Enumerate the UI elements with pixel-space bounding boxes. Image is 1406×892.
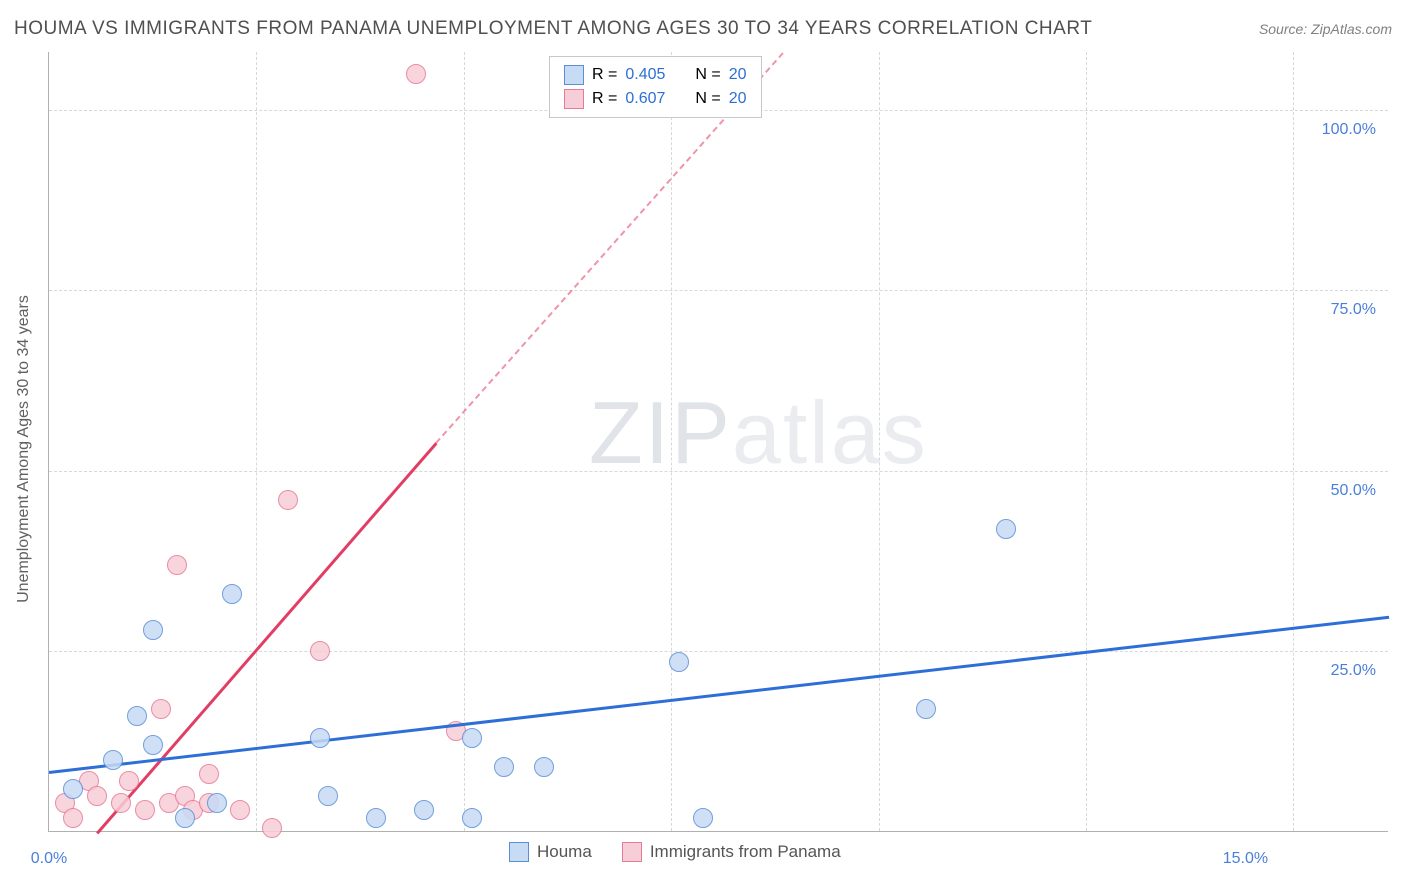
data-point <box>143 735 163 755</box>
gridline-v <box>879 52 880 831</box>
r-value: 0.405 <box>625 66 665 84</box>
stats-legend-row: R = 0.607 N = 20 <box>564 87 747 111</box>
data-point <box>111 793 131 813</box>
stats-legend: R = 0.405 N = 20 R = 0.607 N = 20 <box>549 56 762 118</box>
n-value: 20 <box>729 90 747 108</box>
data-point <box>167 555 187 575</box>
gridline-h <box>49 651 1388 652</box>
data-point <box>63 808 83 828</box>
source-label: Source: ZipAtlas.com <box>1259 21 1392 37</box>
r-label: R = <box>592 66 617 84</box>
plot-area: ZIPatlas 25.0%50.0%75.0%100.0%0.0%15.0%R… <box>48 52 1388 832</box>
data-point <box>222 584 242 604</box>
data-point <box>63 779 83 799</box>
data-point <box>151 699 171 719</box>
data-point <box>693 808 713 828</box>
gridline-v <box>464 52 465 831</box>
data-point <box>199 764 219 784</box>
y-tick-label: 75.0% <box>1331 301 1376 319</box>
data-point <box>143 620 163 640</box>
data-point <box>310 728 330 748</box>
data-point <box>207 793 227 813</box>
stats-legend-row: R = 0.405 N = 20 <box>564 63 747 87</box>
data-point <box>414 800 434 820</box>
data-point <box>406 64 426 84</box>
data-point <box>262 818 282 838</box>
legend-swatch <box>564 89 584 109</box>
y-tick-label: 100.0% <box>1322 121 1376 139</box>
data-point <box>127 706 147 726</box>
series-legend: Houma Immigrants from Panama <box>509 840 841 864</box>
n-label: N = <box>695 66 720 84</box>
data-point <box>494 757 514 777</box>
data-point <box>278 490 298 510</box>
data-point <box>103 750 123 770</box>
gridline-h <box>49 471 1388 472</box>
data-point <box>462 808 482 828</box>
gridline-v <box>1086 52 1087 831</box>
data-point <box>462 728 482 748</box>
data-point <box>366 808 386 828</box>
r-value: 0.607 <box>625 90 665 108</box>
y-tick-label: 50.0% <box>1331 482 1376 500</box>
data-point <box>175 808 195 828</box>
data-point <box>669 652 689 672</box>
data-point <box>916 699 936 719</box>
data-point <box>996 519 1016 539</box>
data-point <box>135 800 155 820</box>
data-point <box>87 786 107 806</box>
data-point <box>318 786 338 806</box>
series-legend-item: Immigrants from Panama <box>622 840 841 864</box>
y-tick-label: 25.0% <box>1331 662 1376 680</box>
x-tick-label: 15.0% <box>1223 850 1268 868</box>
chart-title: HOUMA VS IMMIGRANTS FROM PANAMA UNEMPLOY… <box>14 18 1092 40</box>
series-label: Houma <box>537 842 592 862</box>
data-point <box>119 771 139 791</box>
data-point <box>310 641 330 661</box>
trend-line <box>49 615 1389 773</box>
n-label: N = <box>695 90 720 108</box>
data-point <box>534 757 554 777</box>
n-value: 20 <box>729 66 747 84</box>
title-bar: HOUMA VS IMMIGRANTS FROM PANAMA UNEMPLOY… <box>14 18 1392 40</box>
legend-swatch <box>622 842 642 862</box>
gridline-v <box>1293 52 1294 831</box>
x-tick-label: 0.0% <box>31 850 67 868</box>
legend-swatch <box>509 842 529 862</box>
gridline-v <box>671 52 672 831</box>
legend-swatch <box>564 65 584 85</box>
series-legend-item: Houma <box>509 840 592 864</box>
watermark: ZIPatlas <box>589 382 928 484</box>
data-point <box>230 800 250 820</box>
r-label: R = <box>592 90 617 108</box>
gridline-h <box>49 290 1388 291</box>
gridline-v <box>256 52 257 831</box>
series-label: Immigrants from Panama <box>650 842 841 862</box>
y-axis-label: Unemployment Among Ages 30 to 34 years <box>15 295 33 603</box>
